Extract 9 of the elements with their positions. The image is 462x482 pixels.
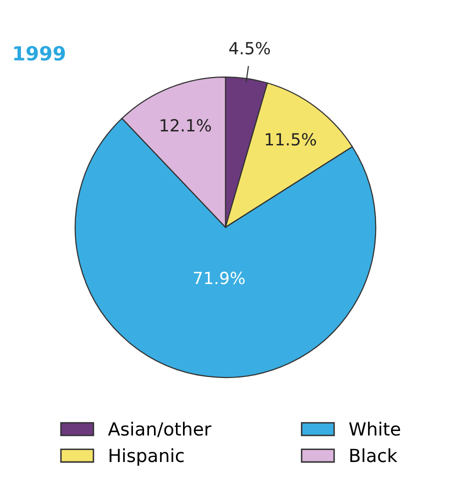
legend-label: White [349,422,400,436]
data-label: 11.5% [266,133,316,146]
legend-label: Black [350,448,398,462]
data-label: 12.1% [160,119,211,132]
legend-label: Asian/other [108,422,212,438]
data-label: 71.9% [194,272,245,284]
chart-title: 1999 [14,46,65,61]
data-label: 4.5% [229,42,270,54]
legend-label: Hispanic [110,448,184,466]
